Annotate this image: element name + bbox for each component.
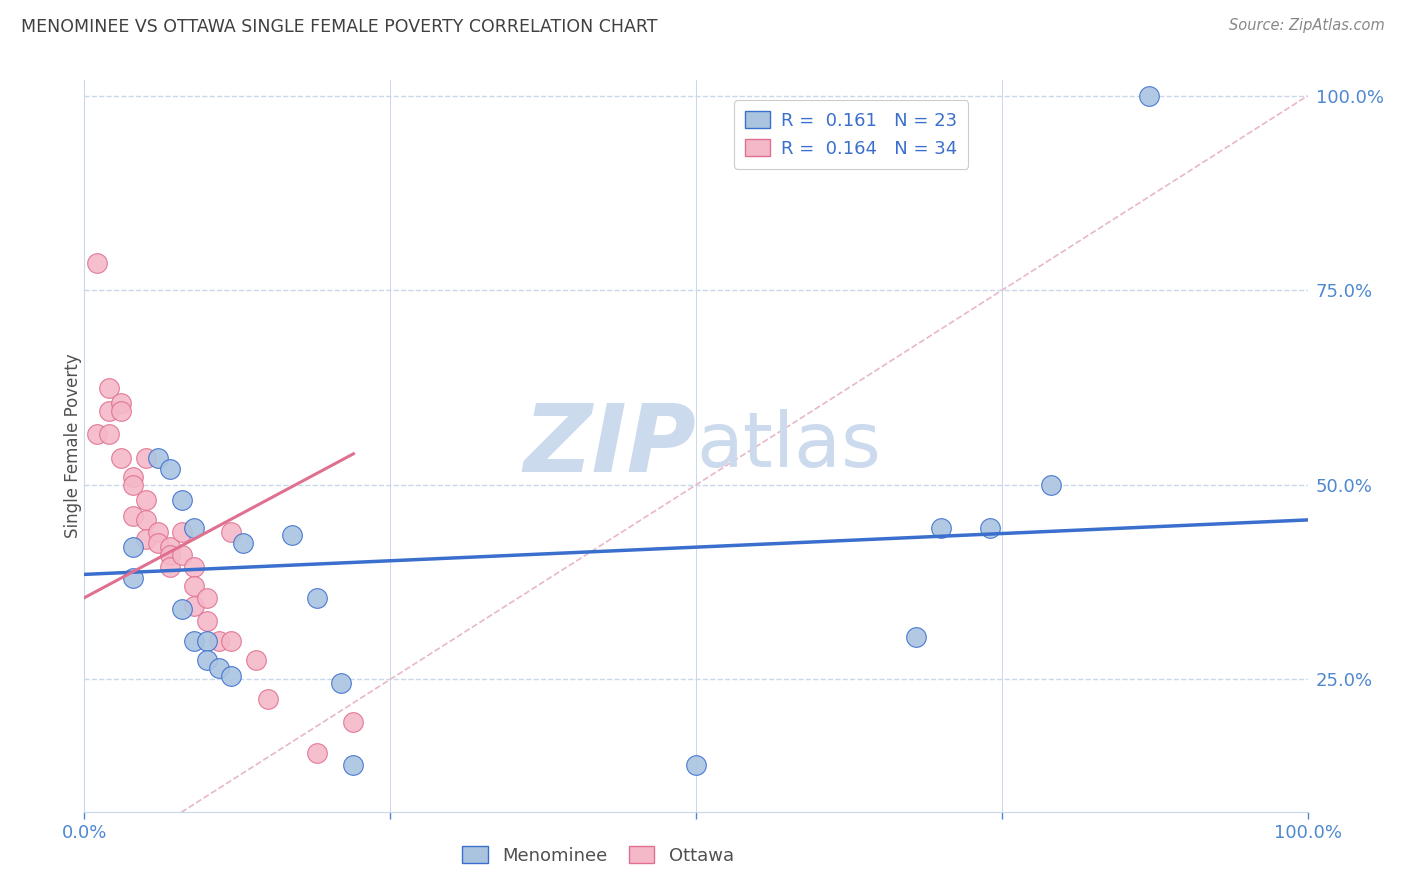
Point	[219, 668, 242, 682]
Point	[86, 427, 108, 442]
Point	[172, 548, 194, 562]
Point	[86, 256, 108, 270]
Point	[159, 540, 181, 554]
Point	[183, 579, 205, 593]
Point	[97, 404, 120, 418]
Point	[979, 521, 1001, 535]
Point	[122, 571, 145, 585]
Point	[1039, 478, 1062, 492]
Point	[110, 396, 132, 410]
Point	[135, 493, 157, 508]
Point	[97, 381, 120, 395]
Text: ZIP: ZIP	[523, 400, 696, 492]
Point	[183, 633, 205, 648]
Point	[159, 559, 181, 574]
Point	[685, 758, 707, 772]
Point	[219, 633, 242, 648]
Point	[195, 614, 218, 628]
Point	[342, 715, 364, 730]
Point	[122, 509, 145, 524]
Point	[146, 450, 169, 465]
Point	[135, 450, 157, 465]
Point	[208, 633, 231, 648]
Point	[135, 533, 157, 547]
Text: atlas: atlas	[696, 409, 880, 483]
Point	[110, 450, 132, 465]
Point	[208, 661, 231, 675]
Legend: Menominee, Ottawa: Menominee, Ottawa	[456, 839, 741, 872]
Point	[97, 427, 120, 442]
Point	[342, 758, 364, 772]
Text: Source: ZipAtlas.com: Source: ZipAtlas.com	[1229, 18, 1385, 33]
Point	[905, 630, 928, 644]
Point	[929, 521, 952, 535]
Point	[146, 536, 169, 550]
Point	[122, 478, 145, 492]
Y-axis label: Single Female Poverty: Single Female Poverty	[65, 354, 82, 538]
Point	[245, 653, 267, 667]
Point	[172, 602, 194, 616]
Point	[146, 524, 169, 539]
Point	[330, 676, 353, 690]
Point	[183, 559, 205, 574]
Point	[219, 524, 242, 539]
Point	[135, 513, 157, 527]
Point	[305, 747, 328, 761]
Point	[1137, 88, 1160, 103]
Point	[195, 591, 218, 605]
Point	[122, 470, 145, 484]
Point	[257, 692, 280, 706]
Point	[159, 548, 181, 562]
Point	[172, 524, 194, 539]
Point	[110, 404, 132, 418]
Point	[183, 599, 205, 613]
Point	[195, 653, 218, 667]
Point	[159, 462, 181, 476]
Text: MENOMINEE VS OTTAWA SINGLE FEMALE POVERTY CORRELATION CHART: MENOMINEE VS OTTAWA SINGLE FEMALE POVERT…	[21, 18, 658, 36]
Point	[122, 540, 145, 554]
Point	[281, 528, 304, 542]
Point	[195, 633, 218, 648]
Point	[172, 493, 194, 508]
Point	[183, 521, 205, 535]
Point	[232, 536, 254, 550]
Point	[305, 591, 328, 605]
